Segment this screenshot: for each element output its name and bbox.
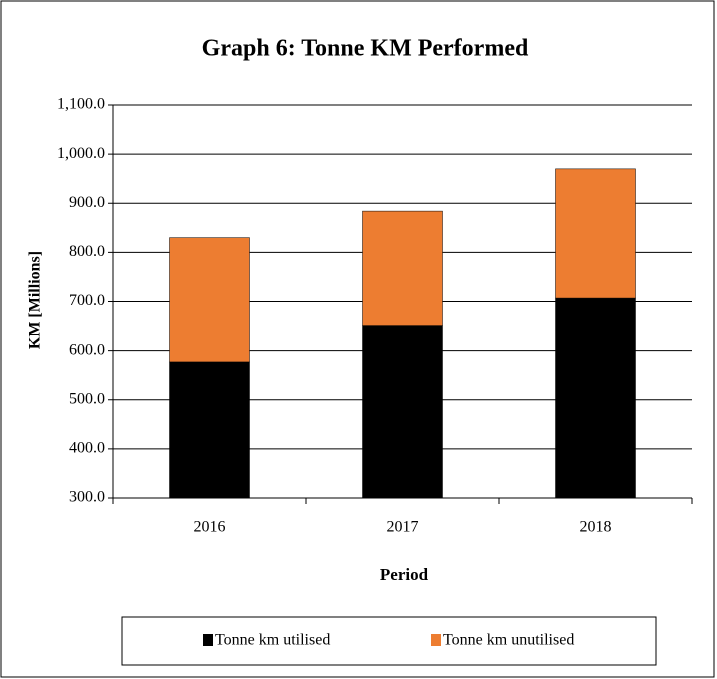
- legend-label: Tonne km utilised: [215, 632, 330, 649]
- x-tick-label: 2016: [194, 519, 226, 536]
- y-tick-label: 500.0: [69, 390, 105, 407]
- legend-swatch: [431, 634, 441, 646]
- bar-segment: [362, 325, 443, 499]
- y-tick-label: 1,100.0: [57, 96, 105, 113]
- y-tick-label: 700.0: [69, 292, 105, 309]
- y-tick-label: 1,000.0: [57, 145, 105, 162]
- x-axis-label: Period: [380, 565, 429, 584]
- bar-segment: [169, 361, 250, 499]
- x-tick-label: 2018: [580, 519, 612, 536]
- chart-title: Graph 6: Tonne KM Performed: [202, 36, 529, 62]
- bar-segment: [169, 237, 250, 363]
- y-tick-label: 900.0: [69, 194, 105, 211]
- legend-box: [121, 616, 657, 666]
- legend-swatch: [203, 634, 213, 646]
- bar-segment: [555, 168, 636, 299]
- y-tick-label: 800.0: [69, 243, 105, 260]
- y-tick-label: 400.0: [69, 440, 105, 457]
- bar-segment: [362, 210, 443, 326]
- y-axis-label: KM [Millions]: [27, 251, 44, 349]
- y-tick-label: 300.0: [69, 489, 105, 506]
- legend-label: Tonne km unutilised: [443, 632, 574, 649]
- y-tick-label: 600.0: [69, 341, 105, 358]
- x-tick-label: 2017: [387, 519, 419, 536]
- bar-segment: [555, 297, 636, 499]
